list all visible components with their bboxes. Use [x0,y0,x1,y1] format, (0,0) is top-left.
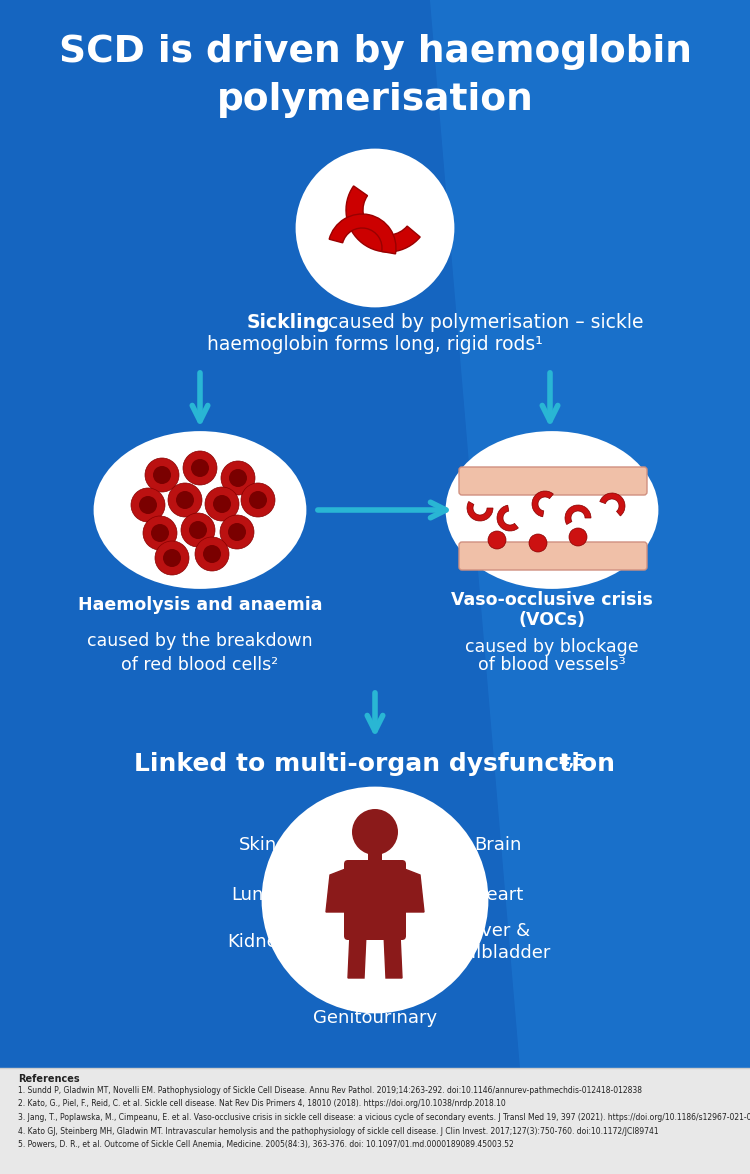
Text: 4. Kato GJ, Steinberg MH, Gladwin MT. Intravascular hemolysis and the pathophysi: 4. Kato GJ, Steinberg MH, Gladwin MT. In… [18,1127,658,1135]
Circle shape [205,487,239,521]
Text: Haemolysis and anaemia: Haemolysis and anaemia [78,596,322,614]
Circle shape [145,458,179,492]
Circle shape [228,522,246,541]
Circle shape [191,459,209,477]
Ellipse shape [447,432,657,587]
Circle shape [176,491,194,510]
Text: 3. Jang, T., Poplawska, M., Cimpeanu, E. et al. Vaso-occlusive crisis in sickle : 3. Jang, T., Poplawska, M., Cimpeanu, E.… [18,1113,750,1122]
Text: caused by blockage: caused by blockage [465,637,639,656]
Text: 5. Powers, D. R., et al. Outcome of Sickle Cell Anemia, Medicine. 2005(84:3), 36: 5. Powers, D. R., et al. Outcome of Sick… [18,1140,514,1149]
Circle shape [241,483,275,517]
Circle shape [569,528,587,546]
Polygon shape [326,868,348,912]
Text: Heart: Heart [472,886,524,904]
Circle shape [151,524,169,542]
Wedge shape [329,214,396,254]
Text: Genitourinary: Genitourinary [313,1008,437,1027]
Text: Skin: Skin [238,836,278,853]
Text: SCD is driven by haemoglobin: SCD is driven by haemoglobin [58,34,692,70]
Text: caused by blockage: caused by blockage [506,610,686,629]
Text: (VOCs): (VOCs) [518,610,586,629]
Text: Brain: Brain [474,836,522,853]
Circle shape [131,488,165,522]
Wedge shape [497,505,518,531]
Circle shape [153,466,171,484]
Polygon shape [402,868,424,912]
Text: 1. Sundd P, Gladwin MT, Novelli EM. Pathophysiology of Sickle Cell Disease. Annu: 1. Sundd P, Gladwin MT, Novelli EM. Path… [18,1086,642,1095]
Polygon shape [430,0,750,1068]
Text: Linked to multi-organ dysfunction: Linked to multi-organ dysfunction [134,753,616,776]
Circle shape [249,491,267,510]
Wedge shape [600,493,625,515]
FancyBboxPatch shape [459,467,647,495]
Text: Sickling: Sickling [247,312,331,331]
Polygon shape [348,935,366,978]
Circle shape [529,534,547,552]
Text: Kidney: Kidney [227,933,289,951]
FancyBboxPatch shape [368,853,382,868]
Text: haemoglobin forms long, rigid rods¹: haemoglobin forms long, rigid rods¹ [207,335,543,353]
Wedge shape [532,491,554,517]
Circle shape [352,809,398,855]
Circle shape [203,545,221,564]
Text: Lungs: Lungs [232,886,284,904]
Wedge shape [346,185,420,252]
Circle shape [221,461,255,495]
Text: caused by the breakdown
of red blood cells²: caused by the breakdown of red blood cel… [87,632,313,674]
Text: Vaso-occlusive crisis: Vaso-occlusive crisis [451,591,653,609]
Text: 2. Kato, G., Piel, F., Reid, C. et al. Sickle cell disease. Nat Rev Dis Primers : 2. Kato, G., Piel, F., Reid, C. et al. S… [18,1100,506,1108]
Circle shape [195,537,229,571]
FancyBboxPatch shape [459,542,647,571]
Bar [0,1068,750,1174]
Circle shape [229,468,247,487]
Circle shape [189,521,207,539]
Text: References: References [18,1074,80,1084]
Wedge shape [565,505,591,525]
Ellipse shape [95,432,305,587]
Circle shape [143,517,177,549]
Circle shape [181,513,215,547]
Wedge shape [467,501,493,521]
Text: Liver &
Gallbladder: Liver & Gallbladder [446,922,550,963]
Circle shape [213,495,231,513]
Circle shape [168,483,202,517]
Circle shape [155,541,189,575]
Circle shape [263,788,487,1012]
Circle shape [297,150,453,306]
Text: of blood vessels³: of blood vessels³ [478,656,626,674]
Text: caused by polymerisation – sickle: caused by polymerisation – sickle [322,312,644,331]
Circle shape [488,531,506,549]
Circle shape [163,549,181,567]
Text: (VOCs): (VOCs) [460,610,527,629]
Circle shape [220,515,254,549]
FancyBboxPatch shape [344,861,406,940]
Text: polymerisation: polymerisation [217,82,533,119]
Text: 4,5: 4,5 [558,754,585,769]
Circle shape [183,451,217,485]
Polygon shape [384,935,402,978]
Circle shape [139,495,157,514]
